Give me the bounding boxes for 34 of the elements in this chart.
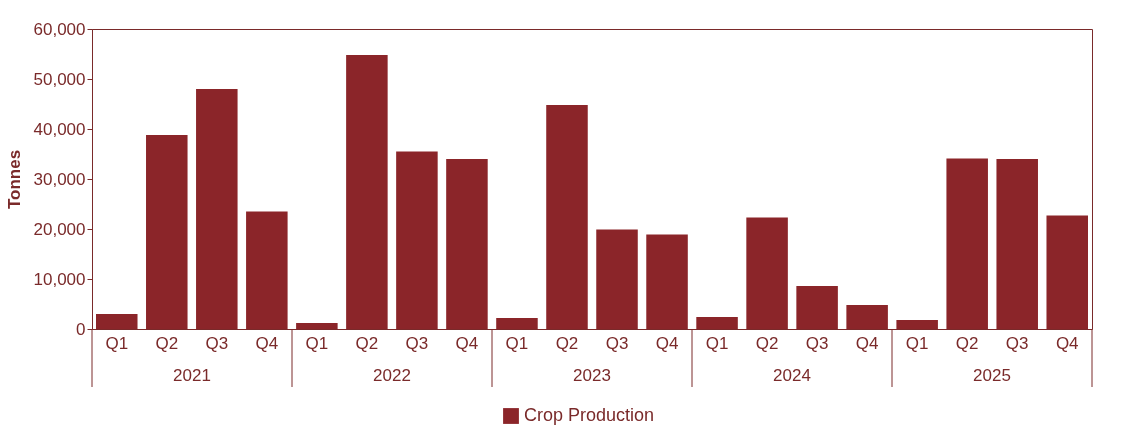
- text: 2025: [973, 366, 1011, 385]
- y-tick-label: 40,000: [33, 119, 86, 139]
- x-tick-label: Q1: [305, 333, 329, 353]
- x-tick-label: Q2: [955, 333, 979, 353]
- text: 2023: [573, 366, 611, 385]
- y-tick-label: 30,000: [33, 169, 86, 189]
- text: 2022: [373, 366, 411, 385]
- y-tick-label: 0: [76, 319, 86, 339]
- x-tick-label: Q3: [205, 333, 229, 353]
- y-tick-label: 10,000: [33, 269, 86, 289]
- text: 2021: [173, 366, 211, 385]
- x-tick-label: Q2: [755, 333, 779, 353]
- x-tick-label: Q2: [355, 333, 379, 353]
- x-tick-label: Q1: [905, 333, 929, 353]
- x-tick-label: Q2: [155, 333, 179, 353]
- x-tick-label: Q4: [855, 333, 879, 353]
- x-tick-label: Q3: [605, 333, 629, 353]
- y-tick-label: 60,000: [33, 19, 86, 39]
- text: 2024: [773, 366, 811, 385]
- x-tick-label: Q1: [505, 333, 529, 353]
- x-tick-label: Q4: [255, 333, 279, 353]
- legend-label: Crop Production: [524, 405, 655, 425]
- x-tick-label: Q3: [1005, 333, 1029, 353]
- x-tick-label: Q4: [455, 333, 479, 353]
- y-tick-label: 20,000: [33, 219, 86, 239]
- y-axis-title: Tonnes: [4, 149, 24, 210]
- x-tick-label: Q4: [655, 333, 679, 353]
- x-tick-label: Q4: [1055, 333, 1079, 353]
- x-tick-label: Q3: [405, 333, 429, 353]
- y-tick-label: 50,000: [33, 69, 86, 89]
- x-tick-label: Q2: [555, 333, 579, 353]
- x-tick-label: Q1: [105, 333, 129, 353]
- x-tick-label: Q3: [805, 333, 829, 353]
- x-tick-label: Q1: [705, 333, 729, 353]
